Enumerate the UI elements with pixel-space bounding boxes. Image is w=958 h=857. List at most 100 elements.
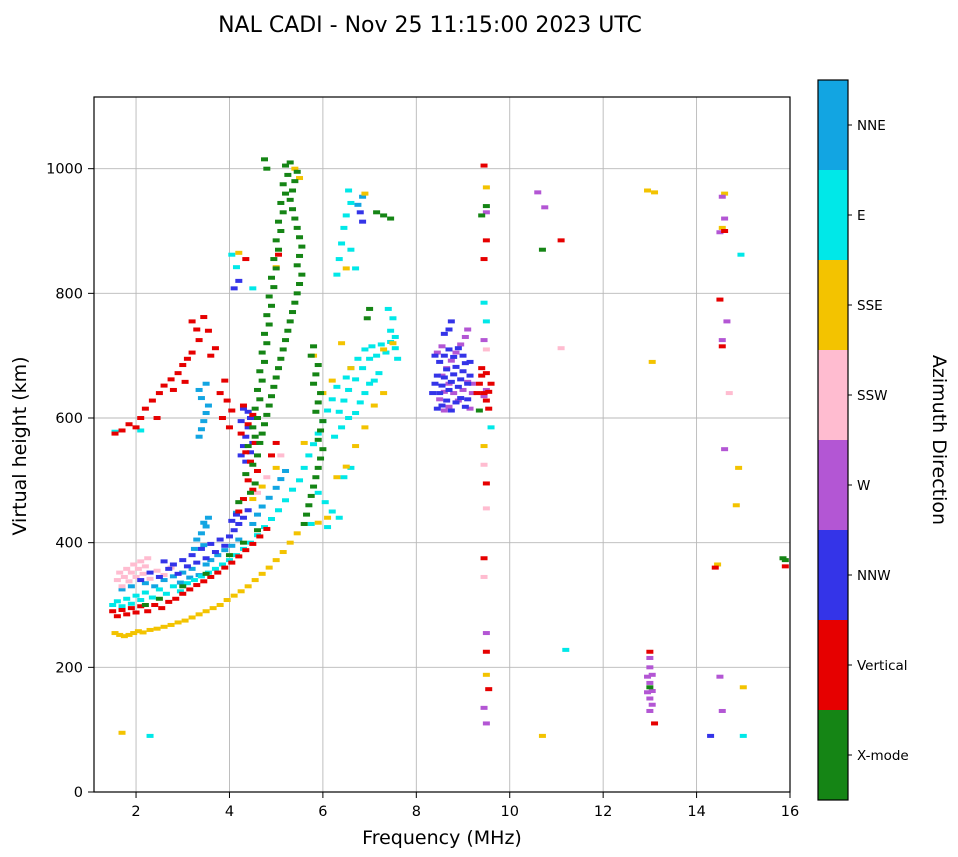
data-point — [239, 444, 247, 449]
data-point — [317, 391, 325, 396]
data-point — [457, 377, 465, 382]
data-point — [485, 406, 493, 411]
data-point — [314, 490, 322, 495]
data-point — [202, 411, 210, 416]
data-point — [721, 191, 729, 196]
data-point — [289, 188, 297, 193]
data-point — [239, 540, 247, 545]
data-point — [251, 481, 259, 486]
data-point — [188, 553, 196, 558]
data-point — [466, 406, 474, 411]
data-point — [293, 169, 301, 174]
data-point — [237, 419, 245, 424]
data-point — [127, 584, 135, 589]
data-point — [132, 593, 140, 598]
data-point — [155, 587, 163, 592]
data-point — [202, 524, 210, 529]
data-point — [473, 391, 481, 396]
colorbar-segment-NNW — [818, 530, 848, 620]
data-point — [335, 409, 343, 414]
data-point — [123, 612, 131, 617]
data-point — [197, 546, 205, 551]
data-point — [459, 387, 467, 392]
data-point — [137, 559, 145, 564]
data-point — [300, 521, 308, 526]
data-point — [253, 416, 261, 421]
data-point — [646, 708, 654, 713]
x-axis-label: Frequency (MHz) — [362, 827, 522, 849]
data-point — [562, 647, 570, 652]
x-tick-label: 14 — [687, 804, 705, 820]
data-point — [644, 188, 652, 193]
data-point — [335, 257, 343, 262]
data-point — [195, 434, 203, 439]
data-point — [272, 440, 280, 445]
data-point — [450, 391, 458, 396]
data-point — [286, 319, 294, 324]
data-point — [256, 369, 264, 374]
data-point — [244, 584, 252, 589]
data-point — [340, 225, 348, 230]
data-point — [228, 560, 236, 565]
data-point — [380, 347, 388, 352]
data-point — [118, 607, 126, 612]
data-point — [116, 570, 124, 575]
x-tick-label: 10 — [501, 804, 519, 820]
data-point — [282, 338, 290, 343]
data-point — [277, 356, 285, 361]
data-point — [244, 422, 252, 427]
data-point — [179, 584, 187, 589]
data-point — [155, 574, 163, 579]
data-point — [333, 272, 341, 277]
data-point — [342, 464, 350, 469]
data-point — [268, 394, 276, 399]
data-point — [265, 565, 273, 570]
data-point — [244, 478, 252, 483]
data-point — [298, 244, 306, 249]
data-point — [480, 338, 488, 343]
data-point — [324, 408, 332, 413]
series-Vertical — [109, 163, 789, 726]
data-point — [485, 389, 493, 394]
data-point — [282, 191, 290, 196]
data-point — [169, 574, 177, 579]
data-point — [246, 459, 254, 464]
data-point — [258, 484, 266, 489]
data-point — [461, 361, 469, 366]
data-point — [120, 634, 128, 639]
data-point — [221, 565, 229, 570]
data-point — [464, 381, 472, 386]
data-point — [291, 166, 299, 171]
data-point — [310, 442, 318, 447]
data-point — [256, 440, 264, 445]
data-point — [286, 160, 294, 165]
data-point — [482, 238, 490, 243]
data-point — [338, 425, 346, 430]
data-point — [268, 303, 276, 308]
data-point — [127, 570, 135, 575]
data-point — [296, 253, 304, 258]
data-point — [305, 503, 313, 508]
data-point — [242, 434, 250, 439]
data-point — [200, 543, 208, 548]
data-point — [251, 440, 259, 445]
data-point — [253, 512, 261, 517]
data-point — [478, 366, 486, 371]
data-point — [482, 185, 490, 190]
chart-title: NAL CADI - Nov 25 11:15:00 2023 UTC — [218, 13, 642, 38]
data-point — [160, 559, 168, 564]
data-point — [447, 358, 455, 363]
data-point — [188, 319, 196, 324]
data-point — [230, 286, 238, 291]
data-point — [265, 294, 273, 299]
data-point — [480, 391, 488, 396]
data-point — [314, 363, 322, 368]
data-point — [317, 428, 325, 433]
data-point — [176, 589, 184, 594]
data-point — [179, 558, 187, 563]
y-tick-label: 400 — [55, 536, 83, 552]
data-point — [242, 472, 250, 477]
data-point — [312, 372, 320, 377]
data-point — [165, 566, 173, 571]
colorbar-segment-NNE — [818, 80, 848, 170]
